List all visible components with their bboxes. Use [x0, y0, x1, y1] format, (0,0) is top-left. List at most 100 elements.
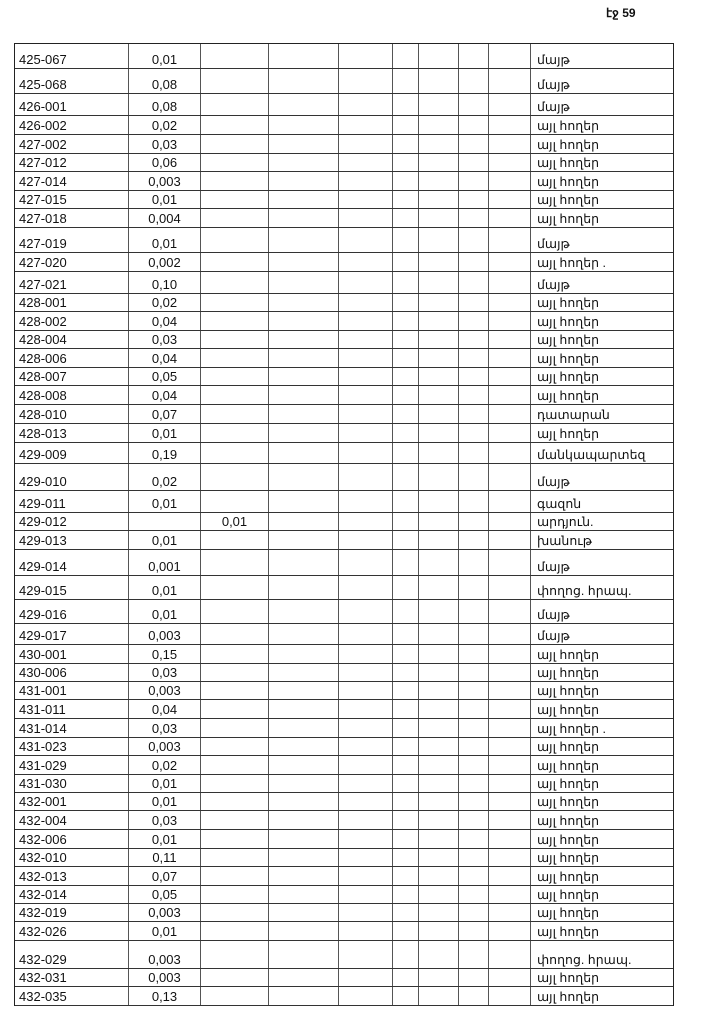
table-row: 428-008 0,04 այլ հողեր: [15, 386, 673, 405]
empty-cell: [459, 886, 489, 903]
empty-cell: [459, 135, 489, 153]
empty-cell: [269, 386, 339, 404]
empty-cell: [459, 209, 489, 227]
empty-cell: [459, 513, 489, 530]
empty-cell: [459, 969, 489, 986]
empty-cell: [459, 987, 489, 1005]
empty-cell: [489, 69, 531, 93]
empty-cell: [419, 135, 459, 153]
area-value-alt: [201, 600, 269, 623]
empty-cell: [393, 682, 419, 699]
empty-cell: [419, 969, 459, 986]
land-use: այլ հողեր: [537, 814, 600, 828]
empty-cell: [459, 191, 489, 208]
land-use: այլ հողեր: [537, 370, 600, 384]
parcel-code: 432-031: [15, 969, 129, 986]
empty-cell: [489, 464, 531, 490]
empty-cell: [419, 386, 459, 404]
empty-cell: [393, 44, 419, 68]
area-value-alt: [201, 272, 269, 293]
empty-cell: [339, 793, 393, 810]
empty-cell: [339, 294, 393, 311]
empty-cell: [489, 94, 531, 115]
empty-cell: [339, 135, 393, 153]
empty-cell: [489, 443, 531, 463]
land-use: մայթ: [537, 78, 570, 92]
empty-cell: [489, 491, 531, 512]
empty-cell: [339, 368, 393, 385]
land-use: այլ հողեր: [537, 193, 600, 207]
area-value: 0,01: [129, 44, 201, 68]
empty-cell: [419, 191, 459, 208]
empty-cell: [419, 793, 459, 810]
parcel-code: 427-012: [15, 154, 129, 171]
land-use: դատարան: [537, 408, 610, 422]
empty-cell: [393, 69, 419, 93]
empty-cell: [459, 600, 489, 623]
land-use: այլ հողեր: [537, 427, 600, 441]
empty-cell: [269, 424, 339, 442]
table-row: 432-019 0,003 այլ հողեր: [15, 904, 673, 922]
parcel-code: 432-014: [15, 886, 129, 903]
land-use: մայթ: [537, 53, 570, 67]
empty-cell: [459, 682, 489, 699]
empty-cell: [459, 775, 489, 792]
parcel-code: 428-008: [15, 386, 129, 404]
empty-cell: [489, 719, 531, 737]
empty-cell: [459, 424, 489, 442]
empty-cell: [339, 312, 393, 330]
area-value-alt: [201, 386, 269, 404]
area-value: 0,19: [129, 443, 201, 463]
area-value-alt: [201, 172, 269, 190]
table-row: 428-004 0,03 այլ հողեր: [15, 331, 673, 349]
parcel-code: 429-014: [15, 550, 129, 575]
parcel-code: 428-001: [15, 294, 129, 311]
empty-cell: [489, 228, 531, 252]
area-value-alt: [201, 700, 269, 718]
empty-cell: [269, 941, 339, 968]
parcel-code: 427-014: [15, 172, 129, 190]
empty-cell: [419, 645, 459, 663]
area-value: 0,04: [129, 386, 201, 404]
table-row: 429-013 0,01 խանութ: [15, 531, 673, 550]
land-use: փողոց. հրապ.: [537, 584, 632, 598]
parcel-code: 428-004: [15, 331, 129, 348]
table-row: 428-010 0,07 դատարան: [15, 405, 673, 424]
land-use: այլ հողեր: [537, 296, 600, 310]
table-row: 428-006 0,04 այլ հողեր: [15, 349, 673, 368]
empty-cell: [419, 349, 459, 367]
empty-cell: [419, 811, 459, 829]
empty-cell: [393, 272, 419, 293]
table-row: 429-016 0,01 մայթ: [15, 600, 673, 624]
land-use: այլ հողեր: [537, 119, 600, 133]
empty-cell: [489, 886, 531, 903]
area-value-alt: 0,01: [201, 513, 269, 530]
empty-cell: [339, 443, 393, 463]
land-use: մայթ: [537, 237, 570, 251]
empty-cell: [459, 756, 489, 774]
area-value-alt: [201, 849, 269, 866]
empty-cell: [269, 228, 339, 252]
land-use: արդյուն.: [537, 515, 594, 529]
empty-cell: [339, 904, 393, 921]
empty-cell: [489, 550, 531, 575]
table-row: 429-015 0,01 փողոց. հրապ.: [15, 576, 673, 600]
empty-cell: [339, 116, 393, 134]
empty-cell: [393, 719, 419, 737]
empty-cell: [393, 368, 419, 385]
area-value: 0,08: [129, 69, 201, 93]
empty-cell: [269, 682, 339, 699]
empty-cell: [339, 550, 393, 575]
parcel-code: 432-006: [15, 830, 129, 848]
empty-cell: [269, 405, 339, 423]
empty-cell: [393, 645, 419, 663]
empty-cell: [269, 135, 339, 153]
area-value-alt: [201, 44, 269, 68]
area-value: 0,003: [129, 682, 201, 699]
empty-cell: [419, 719, 459, 737]
empty-cell: [269, 830, 339, 848]
empty-cell: [269, 700, 339, 718]
table-row: 431-001 0,003 այլ հողեր: [15, 682, 673, 700]
empty-cell: [269, 172, 339, 190]
empty-cell: [269, 191, 339, 208]
